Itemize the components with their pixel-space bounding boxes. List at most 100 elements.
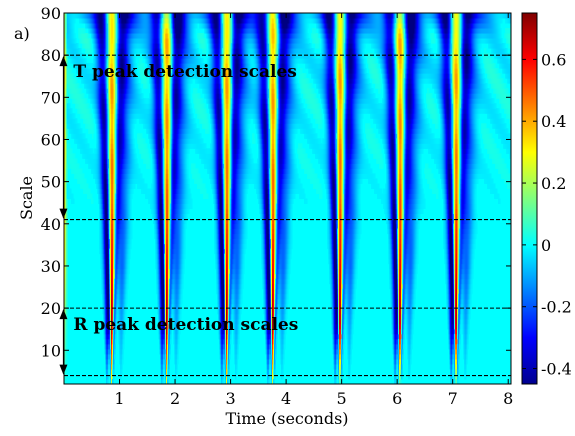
heatmap-cell: [114, 353, 116, 360]
heatmap-cell: [82, 178, 84, 184]
heatmap-cell: [77, 128, 79, 134]
heatmap-cell: [68, 43, 70, 49]
heatmap-cell: [75, 98, 77, 104]
heatmap-cell: [66, 98, 68, 104]
heatmap-cell: [80, 58, 82, 64]
heatmap-cell: [80, 13, 82, 19]
heatmap-cell: [76, 13, 78, 19]
heatmap-cell: [135, 53, 137, 59]
heatmap-cell: [94, 93, 96, 99]
heatmap-cell: [81, 73, 83, 79]
heatmap-cell: [82, 18, 84, 24]
heatmap-cell: [68, 13, 70, 19]
heatmap-cell: [88, 128, 90, 134]
heatmap-cell: [97, 83, 99, 89]
heatmap-cell: [93, 93, 95, 99]
heatmap-cell: [72, 58, 74, 64]
heatmap-cell: [161, 13, 163, 19]
heatmap-cell: [65, 88, 67, 94]
heatmap-cell: [87, 73, 89, 79]
heatmap-cell: [64, 283, 66, 290]
heatmap-cell: [68, 78, 70, 84]
heatmap-cell: [130, 198, 132, 205]
heatmap-cell: [86, 38, 88, 44]
heatmap-cell: [113, 358, 115, 365]
heatmap-cell: [76, 118, 78, 124]
heatmap-cell: [66, 243, 68, 250]
heatmap-cell: [147, 148, 149, 154]
heatmap-cell: [163, 368, 165, 375]
heatmap-cell: [96, 133, 98, 139]
heatmap-cell: [85, 33, 87, 39]
heatmap-cell: [76, 98, 78, 104]
heatmap-cell: [69, 18, 71, 24]
heatmap-cell: [98, 53, 100, 59]
heatmap-cell: [72, 33, 74, 39]
heatmap-cell: [64, 168, 66, 174]
heatmap-cell: [84, 113, 86, 119]
heatmap-cell: [92, 63, 94, 69]
heatmap-cell: [91, 78, 93, 84]
heatmap-cell: [81, 63, 83, 69]
heatmap-cell: [88, 38, 90, 44]
heatmap-cell: [77, 13, 79, 19]
heatmap-cell: [80, 103, 82, 109]
heatmap-cell: [70, 58, 72, 64]
heatmap-cell: [90, 78, 92, 84]
heatmap-cell: [85, 83, 87, 89]
heatmap-cell: [96, 118, 98, 124]
heatmap-cell: [74, 63, 76, 69]
heatmap-cell: [80, 173, 82, 179]
heatmap-cell: [126, 293, 128, 300]
heatmap-cell: [168, 373, 170, 380]
heatmap-cell: [66, 188, 68, 194]
heatmap-cell: [115, 88, 117, 94]
heatmap-cell: [97, 168, 99, 174]
heatmap-cell: [87, 33, 89, 39]
heatmap-cell: [87, 23, 89, 29]
heatmap-cell: [94, 18, 96, 24]
heatmap-cell: [82, 33, 84, 39]
heatmap-cell: [91, 163, 93, 169]
heatmap-cell: [87, 108, 89, 114]
heatmap-cell: [66, 138, 68, 144]
heatmap-cell: [65, 318, 67, 325]
heatmap-cell: [69, 103, 71, 109]
heatmap-cell: [79, 178, 81, 184]
heatmap-cell: [81, 58, 83, 64]
heatmap-cell: [90, 83, 92, 89]
heatmap-cell: [96, 158, 98, 164]
heatmap-cell: [68, 163, 70, 169]
heatmap-cell: [66, 273, 68, 280]
heatmap-cell: [64, 268, 66, 275]
heatmap-cell: [90, 163, 92, 169]
heatmap-cell: [65, 293, 67, 300]
heatmap-cell: [97, 183, 99, 189]
heatmap-cell: [89, 193, 91, 199]
heatmap-cell: [88, 108, 90, 114]
heatmap-cell: [81, 128, 83, 134]
heatmap-cell: [71, 13, 73, 19]
heatmap-cell: [130, 238, 132, 245]
heatmap-cell: [98, 198, 100, 205]
heatmap-cell: [64, 248, 66, 255]
heatmap-cell: [97, 173, 99, 179]
heatmap-cell: [66, 198, 68, 205]
heatmap-cell: [89, 38, 91, 44]
heatmap-cell: [68, 143, 70, 149]
heatmap-cell: [66, 43, 68, 49]
heatmap-cell: [91, 48, 93, 54]
heatmap-cell: [64, 68, 66, 74]
heatmap-cell: [93, 173, 95, 179]
heatmap-cell: [98, 88, 100, 94]
heatmap-cell: [65, 223, 67, 230]
heatmap-cell: [96, 53, 98, 59]
heatmap-cell: [95, 13, 97, 19]
heatmap-cell: [74, 128, 76, 134]
heatmap-cell: [87, 38, 89, 44]
heatmap-cell: [98, 73, 100, 79]
heatmap-cell: [97, 133, 99, 139]
heatmap-cell: [92, 158, 94, 164]
heatmap-cell: [68, 108, 70, 114]
heatmap-cell: [65, 23, 67, 29]
